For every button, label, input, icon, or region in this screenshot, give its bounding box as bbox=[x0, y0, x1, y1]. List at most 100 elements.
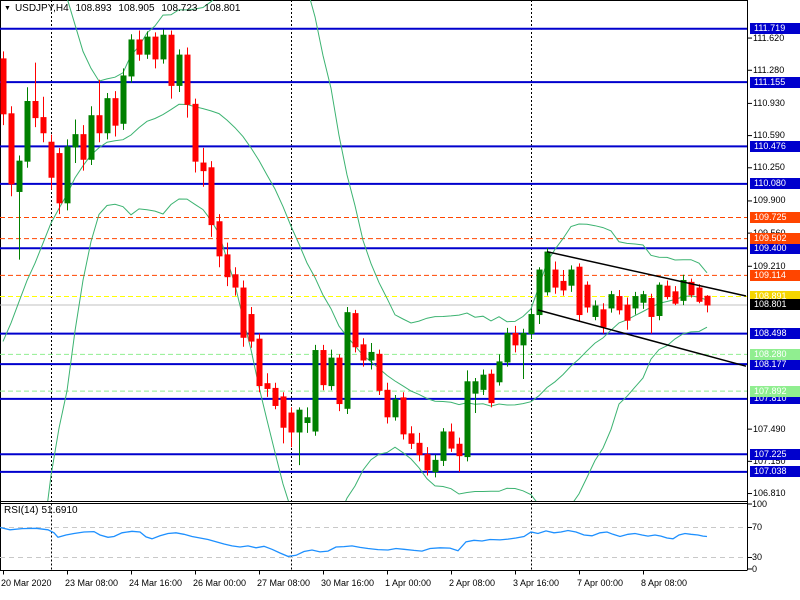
candle-body bbox=[304, 417, 311, 424]
price-level-label: 108.498 bbox=[750, 328, 800, 340]
candle-body bbox=[560, 280, 567, 291]
candle-body bbox=[32, 101, 39, 119]
candle-body bbox=[88, 115, 95, 160]
rsi-indicator-label: RSI(14) 51.6910 bbox=[4, 505, 81, 516]
candle-body bbox=[696, 287, 703, 302]
candle-body bbox=[448, 431, 455, 449]
price-tick-label: 107.150 bbox=[753, 455, 786, 466]
price-level-label: 109.400 bbox=[750, 242, 800, 254]
ohlc-low: 108.723 bbox=[161, 3, 198, 14]
candle-body bbox=[24, 101, 31, 162]
price-tick-label: 109.560 bbox=[753, 228, 786, 239]
price-level-label: 110.080 bbox=[750, 178, 800, 190]
date-tick-label: 26 Mar 00:00 bbox=[193, 578, 247, 588]
candle-body bbox=[360, 344, 367, 361]
candle-body bbox=[648, 297, 655, 317]
date-tick-label: 3 Apr 16:00 bbox=[513, 578, 560, 588]
candle-body bbox=[640, 294, 647, 303]
price-level-label: 110.476 bbox=[750, 140, 800, 152]
price-tick-label: 110.590 bbox=[753, 130, 785, 141]
candle-body bbox=[216, 221, 223, 257]
candle-body bbox=[424, 454, 431, 471]
candle-body bbox=[576, 266, 583, 316]
channel-trendline-upper[interactable] bbox=[546, 250, 747, 297]
candle-body bbox=[168, 34, 175, 86]
candle-body bbox=[408, 433, 415, 444]
date-tick-label: 27 Mar 08:00 bbox=[257, 578, 311, 588]
channel-trendline-lower[interactable] bbox=[537, 309, 747, 367]
candle-body bbox=[680, 279, 687, 301]
candle-body bbox=[48, 141, 55, 178]
candle-body bbox=[544, 251, 551, 293]
candle-body bbox=[128, 39, 135, 77]
candle-body bbox=[528, 314, 535, 334]
candle-body bbox=[536, 269, 543, 316]
date-tick-label: 24 Mar 16:00 bbox=[129, 578, 183, 588]
price-level-label: 108.891 bbox=[750, 290, 800, 302]
candle-body bbox=[136, 39, 143, 55]
rsi-pane bbox=[0, 526, 747, 558]
date-tick-label: 2 Apr 08:00 bbox=[449, 578, 496, 588]
candle-body bbox=[112, 98, 119, 126]
price-tick-label: 110.930 bbox=[753, 97, 785, 108]
ohlc-high: 108.905 bbox=[118, 3, 155, 14]
candle-body bbox=[288, 412, 295, 433]
candle-body bbox=[592, 305, 599, 317]
date-tick-label: 30 Mar 16:00 bbox=[321, 578, 375, 588]
candle-body bbox=[624, 304, 631, 321]
price-level-label: 109.725 bbox=[750, 212, 800, 223]
candle-body bbox=[384, 389, 391, 418]
price-level-label: 108.280 bbox=[750, 348, 800, 360]
candle-body bbox=[400, 397, 407, 435]
rsi-scale-label: 30 bbox=[752, 552, 763, 562]
date-tick-label: 23 Mar 08:00 bbox=[65, 578, 119, 588]
symbol-dropdown-icon[interactable]: ▼ bbox=[4, 5, 11, 12]
candle-body bbox=[584, 284, 591, 308]
bollinger-bands bbox=[2, 0, 708, 501]
price-level-label: 107.892 bbox=[750, 385, 800, 397]
candle-body bbox=[176, 54, 183, 86]
candle-body bbox=[56, 153, 63, 204]
candle-body bbox=[464, 381, 471, 458]
candle-body bbox=[672, 291, 679, 304]
candle-body bbox=[632, 296, 639, 309]
price-level-label: 107.038 bbox=[750, 466, 800, 478]
candle-body bbox=[352, 313, 359, 348]
candle-body bbox=[616, 296, 623, 311]
candle-body bbox=[40, 117, 47, 134]
date-tick-label: 7 Apr 00:00 bbox=[577, 578, 624, 588]
price-tick-label: 111.620 bbox=[753, 32, 785, 43]
candle-body bbox=[504, 332, 511, 363]
current-price-label: 108.801 bbox=[750, 299, 800, 311]
candle-body bbox=[656, 284, 663, 317]
candle-body bbox=[440, 431, 447, 461]
candle-body bbox=[240, 287, 247, 338]
ohlc-close: 108.801 bbox=[204, 3, 241, 14]
candle-body bbox=[688, 281, 695, 296]
candle-body bbox=[296, 409, 303, 433]
price-level-label: 108.177 bbox=[750, 358, 800, 370]
candle-body bbox=[368, 351, 375, 361]
candle-body bbox=[0, 58, 7, 115]
candle-body bbox=[232, 274, 239, 288]
candle-body bbox=[312, 350, 319, 432]
candle-body bbox=[152, 36, 159, 60]
candle-body bbox=[80, 134, 87, 160]
candle-body bbox=[256, 338, 263, 387]
candle-body bbox=[248, 314, 255, 342]
rsi-scale-label: 70 bbox=[752, 522, 763, 532]
price-level-label: 111.719 bbox=[750, 23, 800, 35]
candle-body bbox=[496, 361, 503, 383]
price-tick-label: 109.900 bbox=[753, 195, 786, 206]
candle-body bbox=[488, 373, 495, 404]
price-tick-label: 106.810 bbox=[753, 488, 786, 499]
candle-body bbox=[200, 162, 207, 172]
candle-body bbox=[120, 75, 127, 124]
chart-title-bar: ▼ USDJPY,H4 108.893 108.905 108.723 108.8… bbox=[4, 3, 244, 14]
candle-body bbox=[272, 387, 279, 406]
candle-body bbox=[16, 160, 23, 192]
price-tick-label: 110.250 bbox=[753, 162, 785, 173]
date-tick-label: 1 Apr 00:00 bbox=[385, 578, 432, 588]
